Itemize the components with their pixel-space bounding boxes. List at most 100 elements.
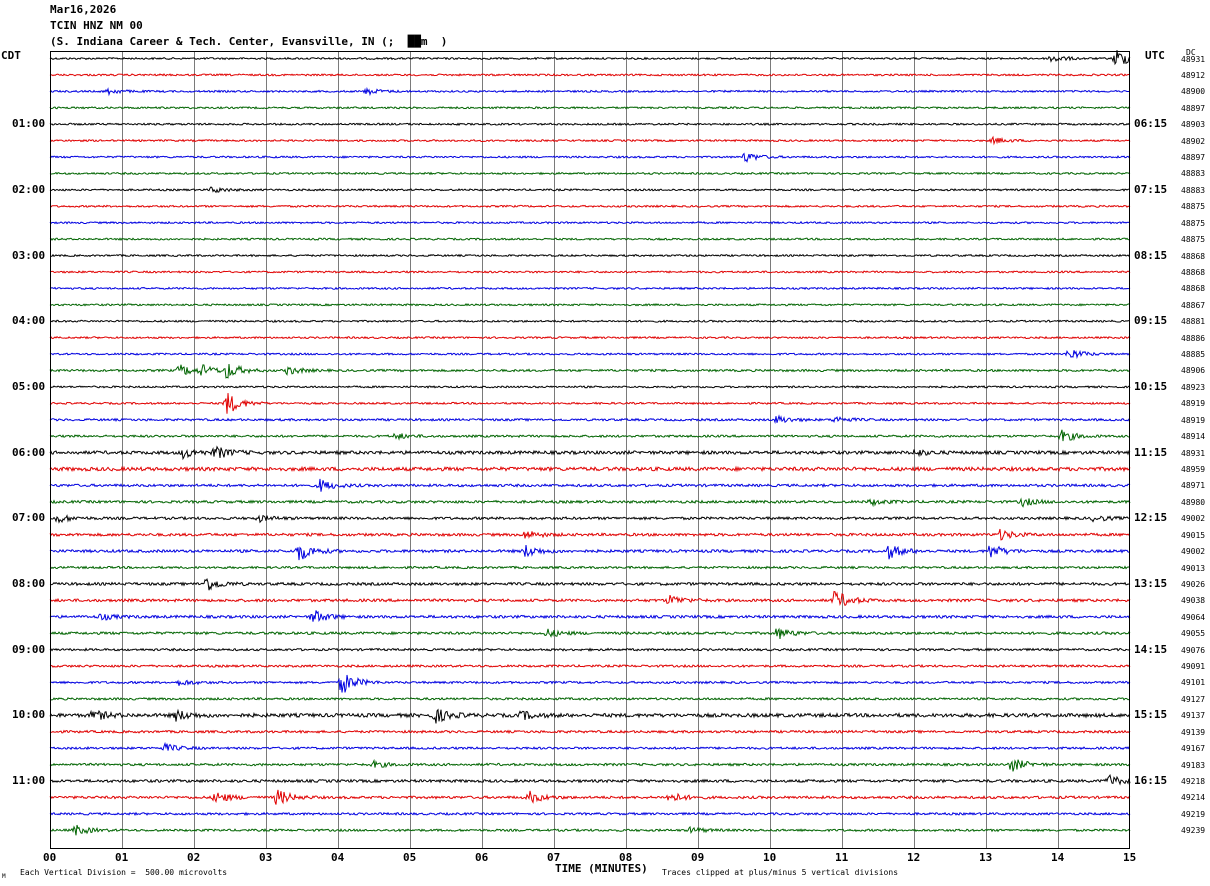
grid (122, 51, 1059, 848)
dc-offset-label: 49015 (1181, 530, 1206, 540)
dc-offset-label: 48868 (1181, 251, 1206, 261)
seismic-trace (49, 478, 1131, 492)
seismic-trace (49, 335, 1131, 340)
seismic-trace (49, 528, 1131, 541)
seismic-trace (49, 319, 1131, 324)
seismic-trace (49, 590, 1131, 607)
seismic-trace (49, 674, 1131, 693)
dc-offset-label: 48971 (1181, 481, 1206, 491)
dc-offset-label: 49101 (1181, 678, 1206, 688)
dc-offset-label: 48897 (1181, 153, 1206, 163)
utc-hour-label: 06:15 (1134, 117, 1168, 131)
dc-offset-label: 49076 (1181, 645, 1206, 655)
seismic-trace (49, 729, 1131, 735)
dc-offset-label: 49013 (1181, 563, 1206, 573)
seismic-trace (49, 106, 1131, 110)
utc-hour-label: 11:15 (1134, 445, 1168, 459)
dc-offset-label: 48868 (1181, 284, 1206, 294)
seismic-trace (49, 811, 1131, 816)
x-tick-label: 01 (115, 851, 129, 864)
seismic-trace (49, 73, 1131, 77)
x-tick-label: 07 (547, 851, 561, 864)
x-tick-label: 12 (907, 851, 921, 864)
dc-offset-label: 49055 (1181, 629, 1206, 639)
dc-offset-label: 49167 (1181, 744, 1206, 754)
date-label: Mar16,2026 (50, 3, 117, 16)
seismic-trace (49, 122, 1131, 127)
dc-offset-label: 48923 (1181, 382, 1206, 392)
dc-offset-label: 49137 (1181, 711, 1206, 721)
seismic-trace (49, 774, 1131, 786)
seismic-trace (49, 824, 1131, 836)
cdt-hour-label: 06:00 (12, 445, 46, 459)
x-tick-label: 04 (331, 851, 345, 864)
left-axis-title: CDT (1, 49, 21, 62)
seismic-trace (49, 465, 1131, 473)
seismic-trace (49, 497, 1131, 508)
seismic-trace (49, 429, 1131, 442)
dc-offset-label: 48906 (1181, 366, 1206, 376)
utc-hour-label: 10:15 (1134, 379, 1168, 393)
seismic-trace (49, 514, 1131, 524)
dc-offset-label: 48931 (1181, 54, 1206, 64)
cdt-hour-label: 07:00 (12, 511, 46, 525)
dc-offset-label: 48875 (1181, 218, 1206, 228)
x-tick-label: 06 (475, 851, 489, 864)
dc-offset-label: 48980 (1181, 497, 1206, 507)
dc-offset-label: 49239 (1181, 826, 1206, 836)
dc-offset-label: 48885 (1181, 350, 1206, 360)
dc-offset-label: 49026 (1181, 579, 1206, 589)
dc-offset-label: 48919 (1181, 415, 1206, 425)
utc-hour-label: 09:15 (1134, 314, 1168, 328)
utc-hour-label: 15:15 (1134, 708, 1168, 722)
x-tick-label: 02 (187, 851, 201, 864)
x-tick-label: 09 (691, 851, 705, 864)
trace-group (49, 50, 1131, 836)
dc-offset-label: 49183 (1181, 760, 1206, 770)
dc-offset-label: 48875 (1181, 235, 1206, 245)
utc-hour-label: 08:15 (1134, 248, 1168, 262)
dc-offset-label: 49139 (1181, 727, 1206, 737)
seismic-trace (49, 545, 1130, 561)
dc-offset-label: 49214 (1181, 793, 1206, 803)
dc-offset-label: 48903 (1181, 120, 1206, 130)
dc-offset-label: 48883 (1181, 185, 1206, 195)
seismic-trace (49, 445, 1131, 461)
utc-hour-label: 16:15 (1134, 773, 1168, 787)
x-tick-label: 08 (619, 851, 633, 864)
x-tick-label: 15 (1123, 851, 1137, 864)
corner-mark: M (2, 873, 6, 880)
seismic-trace (49, 152, 1131, 163)
dc-offset-label: 48902 (1181, 136, 1206, 146)
right-axis-title: UTC (1145, 49, 1165, 62)
cdt-hour-label: 05:00 (12, 379, 46, 393)
seismic-trace (49, 627, 1131, 639)
clip-note: Traces clipped at plus/minus 5 vertical … (662, 868, 899, 877)
dc-offset-label: 49219 (1181, 809, 1206, 819)
seismic-trace (49, 414, 1131, 424)
seismic-trace (49, 270, 1131, 274)
seismic-trace (49, 253, 1131, 258)
station-label: TCIN HNZ NM 00 (50, 19, 143, 32)
seismic-trace (49, 384, 1131, 389)
cdt-hour-label: 08:00 (12, 576, 46, 590)
x-tick-label: 13 (979, 851, 993, 864)
utc-hour-label: 14:15 (1134, 642, 1168, 656)
dc-offset-label: 49064 (1181, 612, 1206, 622)
x-axis-title: TIME (MINUTES) (555, 862, 648, 875)
dc-offset-label: 48883 (1181, 169, 1206, 179)
seismic-trace (49, 237, 1131, 241)
dc-offset-label: 49127 (1181, 694, 1206, 704)
dc-offset-label: 48881 (1181, 317, 1206, 327)
utc-hour-label: 12:15 (1134, 511, 1168, 525)
utc-hour-label: 07:15 (1134, 182, 1168, 196)
dc-offset-label: 48912 (1181, 70, 1206, 80)
dc-offset-label: 49091 (1181, 662, 1206, 672)
x-tick-label: 11 (835, 851, 849, 864)
cdt-hour-label: 01:00 (12, 117, 46, 131)
seismic-trace (49, 741, 1131, 752)
dc-offset-label: 48875 (1181, 202, 1206, 212)
seismic-trace (49, 286, 1131, 291)
seismic-trace (49, 349, 1131, 360)
